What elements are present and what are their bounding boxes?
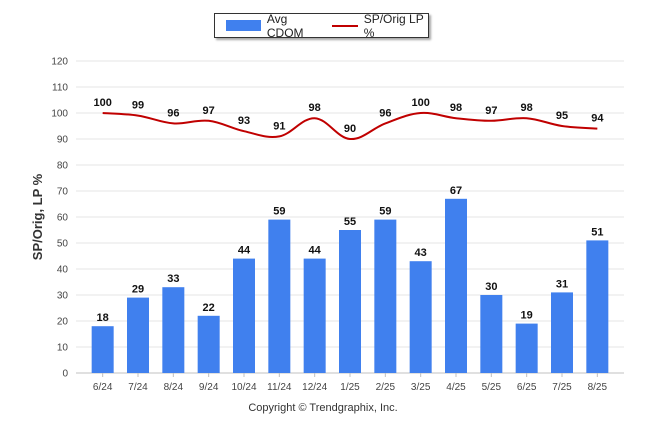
y-tick-label: 30 bbox=[57, 291, 69, 302]
line-data-label: 91 bbox=[273, 120, 285, 132]
bar bbox=[91, 326, 114, 373]
line-data-label: 99 bbox=[132, 100, 144, 112]
x-tick-label: 12/24 bbox=[302, 382, 327, 393]
x-tick-label: 6/25 bbox=[517, 382, 537, 393]
bar-data-label: 44 bbox=[238, 245, 251, 257]
bar bbox=[233, 258, 255, 373]
line-data-label: 100 bbox=[411, 97, 429, 109]
y-tick-label: 90 bbox=[57, 135, 69, 146]
x-tick-label: 4/25 bbox=[446, 382, 466, 393]
x-tick-label: 7/25 bbox=[552, 382, 572, 393]
x-tick-label: 3/25 bbox=[411, 382, 431, 393]
bar bbox=[268, 219, 291, 373]
bar-data-label: 67 bbox=[450, 185, 462, 197]
line-data-label: 100 bbox=[93, 97, 111, 109]
legend-swatch-avg-cdom bbox=[226, 20, 261, 31]
x-tick-label: 7/24 bbox=[128, 382, 148, 393]
bar bbox=[409, 261, 432, 373]
line-data-label: 90 bbox=[344, 123, 356, 135]
bar bbox=[339, 230, 361, 373]
y-tick-label: 60 bbox=[57, 213, 69, 224]
y-tick-label: 70 bbox=[57, 187, 69, 198]
y-tick-label: 120 bbox=[51, 57, 68, 68]
copyright-text: Copyright © Trendgraphix, Inc. bbox=[248, 402, 398, 414]
line-data-label: 97 bbox=[203, 105, 215, 117]
legend-label-avg-cdom: Avg CDOM bbox=[266, 11, 304, 40]
bar-data-label: 59 bbox=[273, 206, 285, 218]
y-tick-label: 100 bbox=[51, 109, 68, 120]
bar bbox=[162, 287, 185, 373]
bar-data-label: 55 bbox=[344, 216, 356, 228]
line-data-label: 97 bbox=[485, 105, 497, 117]
line-data-label: 96 bbox=[379, 107, 391, 119]
y-tick-label: 20 bbox=[57, 317, 69, 328]
bar bbox=[303, 258, 326, 373]
x-tick-label: 10/24 bbox=[231, 382, 256, 393]
line-series-sp-orig-lp bbox=[102, 111, 598, 141]
line-data-label: 93 bbox=[238, 115, 250, 127]
line-data-label: 98 bbox=[521, 102, 533, 114]
bar-data-label: 33 bbox=[167, 273, 179, 285]
bar-data-label: 29 bbox=[132, 284, 144, 296]
legend: Avg CDOM SP/Orig LP % bbox=[214, 11, 429, 40]
bar-data-label: 44 bbox=[309, 245, 322, 257]
y-tick-label: 50 bbox=[57, 239, 69, 250]
x-tick-label: 5/25 bbox=[482, 382, 502, 393]
line-data-label: 95 bbox=[556, 110, 568, 122]
bar bbox=[445, 198, 467, 373]
bar-data-label: 43 bbox=[415, 247, 427, 259]
bar bbox=[374, 219, 397, 373]
line-data-label: 98 bbox=[450, 102, 462, 114]
line-data-label: 96 bbox=[167, 107, 179, 119]
bar-data-label: 51 bbox=[591, 226, 603, 238]
bar-data-label: 19 bbox=[521, 310, 533, 322]
y-tick-label: 80 bbox=[57, 161, 69, 172]
y-tick-label: 0 bbox=[62, 369, 68, 380]
x-tick-label: 1/25 bbox=[340, 382, 360, 393]
x-tick-label: 9/24 bbox=[199, 382, 219, 393]
y-tick-label: 10 bbox=[57, 343, 69, 354]
bar bbox=[127, 297, 149, 373]
bar-data-label: 30 bbox=[485, 281, 497, 293]
bar-data-label: 31 bbox=[556, 278, 568, 290]
bar-data-label: 59 bbox=[379, 206, 391, 218]
line-data-label: 94 bbox=[591, 113, 604, 125]
bar bbox=[586, 240, 609, 373]
legend-label-sp-orig-lp: SP/Orig LP % bbox=[363, 11, 424, 40]
bar-data-label: 22 bbox=[203, 302, 215, 314]
x-tick-label: 2/25 bbox=[376, 382, 396, 393]
x-tick-label: 8/24 bbox=[164, 382, 184, 393]
bar-data-label: 18 bbox=[97, 312, 109, 324]
y-axis-label: SP/Orig, LP % bbox=[30, 173, 45, 260]
y-tick-label: 40 bbox=[57, 265, 69, 276]
y-tick-label: 110 bbox=[52, 83, 68, 94]
bar bbox=[551, 292, 573, 373]
bar bbox=[197, 315, 220, 373]
x-tick-label: 8/25 bbox=[588, 382, 608, 393]
bar bbox=[515, 323, 538, 373]
legend-swatch-sp-orig-lp bbox=[331, 24, 358, 27]
line-data-label: 98 bbox=[309, 102, 321, 114]
x-tick-label: 6/24 bbox=[93, 382, 113, 393]
bar bbox=[480, 295, 503, 373]
x-tick-label: 11/24 bbox=[267, 382, 292, 393]
